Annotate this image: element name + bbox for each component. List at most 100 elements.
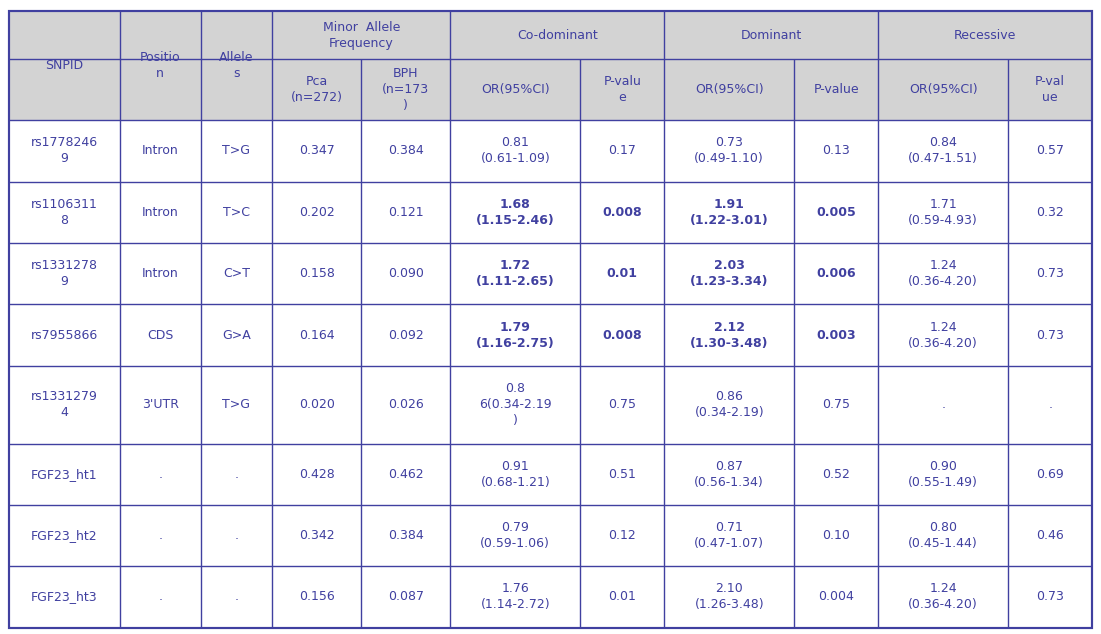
Text: 0.347: 0.347 — [298, 145, 335, 157]
Text: .: . — [235, 590, 239, 604]
Text: 1.76
(1.14-2.72): 1.76 (1.14-2.72) — [480, 583, 550, 611]
Text: T>G: T>G — [222, 145, 250, 157]
Text: 0.51: 0.51 — [608, 468, 636, 481]
Text: .: . — [235, 468, 239, 481]
Text: G>A: G>A — [222, 328, 251, 342]
Text: Minor  Allele
Frequency: Minor Allele Frequency — [323, 21, 400, 50]
Text: 1.24
(0.36-4.20): 1.24 (0.36-4.20) — [908, 321, 978, 349]
Bar — [9, 304, 1092, 366]
Text: 0.008: 0.008 — [602, 206, 642, 219]
Bar — [9, 444, 1092, 505]
Text: 1.24
(0.36-4.20): 1.24 (0.36-4.20) — [908, 583, 978, 611]
Text: 0.384: 0.384 — [388, 145, 424, 157]
Text: 0.87
(0.56-1.34): 0.87 (0.56-1.34) — [695, 460, 764, 489]
Text: 0.003: 0.003 — [816, 328, 855, 342]
Text: CDS: CDS — [148, 328, 174, 342]
Text: T>G: T>G — [222, 398, 250, 411]
Text: Intron: Intron — [142, 267, 178, 280]
Text: 0.462: 0.462 — [388, 468, 424, 481]
Text: Co-dominant: Co-dominant — [517, 29, 598, 42]
Text: 0.090: 0.090 — [388, 267, 424, 280]
Text: .: . — [235, 529, 239, 542]
Text: .: . — [159, 468, 162, 481]
Text: 1.24
(0.36-4.20): 1.24 (0.36-4.20) — [908, 259, 978, 288]
Text: SNPID: SNPID — [45, 60, 84, 72]
Text: 0.01: 0.01 — [608, 590, 636, 604]
Text: 0.156: 0.156 — [298, 590, 335, 604]
Text: T>C: T>C — [222, 206, 250, 219]
Text: OR(95%CI): OR(95%CI) — [695, 83, 763, 96]
Text: 0.10: 0.10 — [822, 529, 850, 542]
Text: P-val
ue: P-val ue — [1035, 75, 1065, 105]
Text: 2.03
(1.23-3.34): 2.03 (1.23-3.34) — [690, 259, 768, 288]
Text: 0.80
(0.45-1.44): 0.80 (0.45-1.44) — [908, 521, 978, 550]
Text: 0.026: 0.026 — [388, 398, 424, 411]
Text: 0.008: 0.008 — [602, 328, 642, 342]
Text: 0.75: 0.75 — [608, 398, 636, 411]
Text: 0.092: 0.092 — [388, 328, 424, 342]
Bar — [9, 11, 1092, 120]
Text: 1.79
(1.16-2.75): 1.79 (1.16-2.75) — [476, 321, 555, 349]
Text: 0.32: 0.32 — [1036, 206, 1064, 219]
Text: 0.342: 0.342 — [299, 529, 335, 542]
Text: 0.73
(0.49-1.10): 0.73 (0.49-1.10) — [695, 136, 764, 165]
Text: 0.202: 0.202 — [298, 206, 335, 219]
Text: 1.91
(1.22-3.01): 1.91 (1.22-3.01) — [690, 198, 768, 227]
Text: 0.004: 0.004 — [818, 590, 854, 604]
Text: 0.46: 0.46 — [1036, 529, 1064, 542]
Text: 0.91
(0.68-1.21): 0.91 (0.68-1.21) — [480, 460, 550, 489]
Text: OR(95%CI): OR(95%CI) — [481, 83, 549, 96]
Text: 0.79
(0.59-1.06): 0.79 (0.59-1.06) — [480, 521, 550, 550]
Text: 1.68
(1.15-2.46): 1.68 (1.15-2.46) — [476, 198, 555, 227]
Text: .: . — [1048, 398, 1053, 411]
Bar — [9, 181, 1092, 243]
Text: 0.86
(0.34-2.19): 0.86 (0.34-2.19) — [695, 390, 764, 419]
Text: P-value: P-value — [814, 83, 859, 96]
Text: 0.52: 0.52 — [822, 468, 850, 481]
Text: Intron: Intron — [142, 145, 178, 157]
Text: 3'UTR: 3'UTR — [142, 398, 178, 411]
Text: 0.121: 0.121 — [388, 206, 424, 219]
Text: 0.384: 0.384 — [388, 529, 424, 542]
Text: rs1106311
8: rs1106311 8 — [31, 198, 98, 227]
Text: 2.10
(1.26-3.48): 2.10 (1.26-3.48) — [695, 583, 764, 611]
Bar — [9, 505, 1092, 566]
Text: 0.087: 0.087 — [388, 590, 424, 604]
Text: Recessive: Recessive — [955, 29, 1016, 42]
Text: OR(95%CI): OR(95%CI) — [908, 83, 978, 96]
Text: 0.020: 0.020 — [298, 398, 335, 411]
Text: C>T: C>T — [222, 267, 250, 280]
Bar — [9, 120, 1092, 181]
Text: FGF23_ht3: FGF23_ht3 — [31, 590, 98, 604]
Text: 0.17: 0.17 — [608, 145, 636, 157]
Text: Allele
s: Allele s — [219, 51, 253, 81]
Text: 0.57: 0.57 — [1036, 145, 1065, 157]
Text: Intron: Intron — [142, 206, 178, 219]
Text: 0.01: 0.01 — [607, 267, 637, 280]
Text: 0.73: 0.73 — [1036, 267, 1064, 280]
Text: 0.8
6(0.34-2.19
): 0.8 6(0.34-2.19 ) — [479, 382, 552, 427]
Text: BPH
(n=173
): BPH (n=173 ) — [382, 67, 429, 112]
Text: 0.90
(0.55-1.49): 0.90 (0.55-1.49) — [908, 460, 978, 489]
Text: FGF23_ht2: FGF23_ht2 — [31, 529, 98, 542]
Text: FGF23_ht1: FGF23_ht1 — [31, 468, 98, 481]
Text: .: . — [159, 590, 162, 604]
Text: 0.73: 0.73 — [1036, 590, 1064, 604]
Text: 0.75: 0.75 — [822, 398, 850, 411]
Text: 0.006: 0.006 — [816, 267, 855, 280]
Text: 0.164: 0.164 — [299, 328, 335, 342]
Text: 0.69: 0.69 — [1036, 468, 1064, 481]
Bar — [9, 366, 1092, 444]
Text: rs7955866: rs7955866 — [31, 328, 98, 342]
Text: rs1778246
9: rs1778246 9 — [31, 136, 98, 165]
Bar — [9, 243, 1092, 304]
Text: 1.71
(0.59-4.93): 1.71 (0.59-4.93) — [908, 198, 978, 227]
Text: 1.72
(1.11-2.65): 1.72 (1.11-2.65) — [476, 259, 555, 288]
Text: 0.158: 0.158 — [298, 267, 335, 280]
Text: Positio
n: Positio n — [140, 51, 181, 81]
Text: 2.12
(1.30-3.48): 2.12 (1.30-3.48) — [690, 321, 768, 349]
Text: 0.81
(0.61-1.09): 0.81 (0.61-1.09) — [480, 136, 550, 165]
Text: rs1331279
4: rs1331279 4 — [31, 390, 98, 419]
Text: Dominant: Dominant — [741, 29, 802, 42]
Text: .: . — [941, 398, 945, 411]
